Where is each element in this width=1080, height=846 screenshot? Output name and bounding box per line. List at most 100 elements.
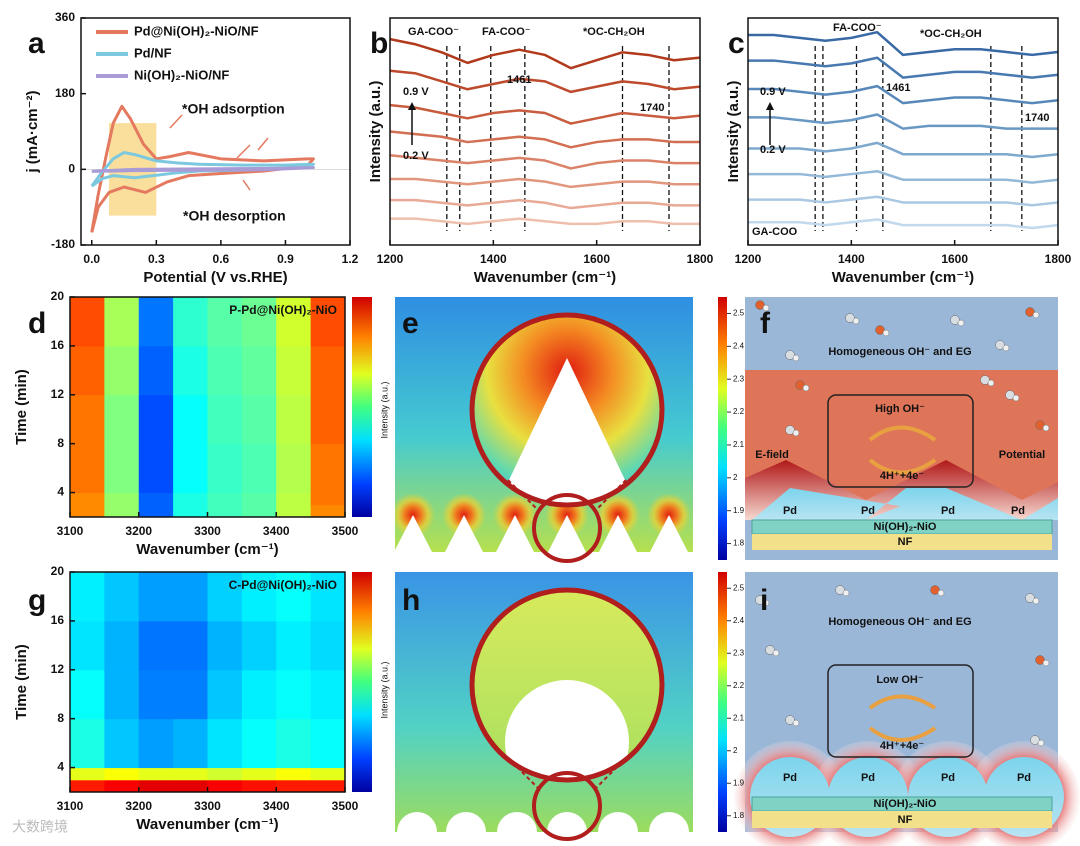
x-tick-label: 3200 — [125, 524, 152, 538]
heat-cell — [104, 394, 140, 445]
molecule-atom — [792, 429, 800, 437]
layer-label: NF — [898, 536, 913, 548]
heat-cell — [173, 767, 208, 781]
x-tick-label: 1200 — [377, 252, 404, 266]
heat-cell — [241, 669, 277, 720]
cv-curve — [91, 166, 315, 173]
arrow — [169, 114, 183, 129]
y-tick-label: 0 — [68, 162, 75, 176]
molecule-atom — [1025, 307, 1035, 317]
heat-cell — [104, 504, 140, 518]
layer-label: Ni(OH)₂-NiO — [874, 521, 937, 533]
colorbar-tick-label: 2.2 — [733, 681, 745, 690]
heat-cell — [70, 572, 105, 622]
heat-cell — [70, 345, 105, 396]
molecule-atom — [995, 340, 1005, 350]
heat-cell — [276, 504, 312, 518]
heat-cell — [276, 394, 312, 445]
spectrum — [748, 113, 1058, 130]
x-tick-label: 3400 — [263, 799, 290, 813]
x-tick-label: 1800 — [1045, 252, 1072, 266]
schematic-text: Low OH⁻ — [876, 674, 924, 686]
heat-cell — [138, 345, 174, 396]
heat-cell — [104, 620, 140, 671]
simulation-h — [395, 572, 693, 841]
annotation: GA-COO — [752, 226, 798, 238]
x-tick-label: 3200 — [125, 799, 152, 813]
spectrum — [748, 195, 1059, 207]
colorbar-tick-label: 2.3 — [733, 374, 745, 383]
x-tick-label: 1.2 — [342, 252, 359, 266]
molecule-atom — [1035, 655, 1045, 665]
heat-cell — [104, 492, 140, 506]
colorbar-tick-label: 1.8 — [733, 539, 745, 548]
schematic-text: 4H⁺+4e⁻ — [880, 740, 925, 752]
y-tick-label: 8 — [57, 436, 64, 450]
heat-cell — [241, 504, 277, 518]
heat-cell — [138, 504, 174, 518]
heat-cell — [276, 718, 312, 769]
heat-cell — [276, 767, 312, 781]
heat-cell — [173, 620, 208, 671]
colorbar-tick-label: 2.2 — [733, 407, 745, 416]
schematic-text: Potential — [999, 449, 1045, 461]
arrow — [236, 144, 251, 159]
annotation: *OC-CH₂OH — [920, 28, 982, 40]
y-tick-label: 16 — [51, 613, 65, 627]
heat-cell — [241, 443, 277, 494]
molecule-atom — [765, 645, 775, 655]
heat-cell — [207, 345, 243, 396]
heat-cell — [207, 767, 243, 781]
pd-label: Pd — [783, 772, 797, 784]
heat-cell — [207, 443, 243, 494]
spectrum — [389, 130, 700, 149]
x-tick-label: 3300 — [194, 524, 221, 538]
colorbar-tick-label: 2 — [733, 473, 738, 482]
heat-cell — [310, 492, 346, 506]
heat-cell — [104, 669, 140, 720]
heat-cell — [104, 345, 140, 396]
annotation: 0.9 V — [403, 86, 429, 98]
x-axis-title: Wavenumber (cm⁻¹) — [136, 541, 278, 558]
heat-cell — [104, 572, 140, 622]
heat-cell — [241, 297, 277, 347]
molecule-atom — [755, 595, 765, 605]
molecule-atom — [957, 319, 965, 327]
heat-cell — [173, 669, 208, 720]
x-axis-title: Potential (V vs.RHE) — [143, 269, 287, 286]
heat-cell — [138, 718, 174, 769]
panel-label: h — [402, 584, 420, 617]
heat-cell — [70, 492, 105, 506]
x-tick-label: 3100 — [57, 524, 84, 538]
heat-cell — [70, 779, 105, 793]
x-tick-label: 3500 — [332, 524, 359, 538]
colorbar — [718, 572, 727, 832]
heat-cell — [173, 443, 208, 494]
heat-cell — [173, 504, 208, 518]
pd-label: Pd — [783, 505, 797, 517]
colorbar-tick-label: 2.5 — [733, 583, 745, 592]
molecule-atom — [937, 589, 945, 597]
x-tick-label: 1400 — [838, 252, 865, 266]
molecule-atom — [1037, 739, 1045, 747]
heat-cell — [310, 620, 346, 671]
panel-label: d — [28, 307, 46, 340]
heat-cell — [173, 779, 208, 793]
heat-cell — [241, 572, 277, 622]
spectrum — [748, 169, 1059, 184]
spectrum — [390, 217, 700, 226]
molecule-atom — [1030, 735, 1040, 745]
heat-cell — [241, 394, 277, 445]
colorbar-tick-label: 2.1 — [733, 713, 745, 722]
heat-cell — [138, 779, 174, 793]
heat-cell — [310, 345, 346, 396]
annotation: *OH adsorption — [182, 101, 285, 117]
molecule-atom — [852, 317, 860, 325]
pd-label: Pd — [941, 505, 955, 517]
x-tick-label: 3100 — [57, 799, 84, 813]
heat-cell — [241, 620, 277, 671]
heat-cell — [70, 443, 105, 494]
heat-cell — [70, 669, 105, 720]
colorbar — [352, 297, 372, 517]
